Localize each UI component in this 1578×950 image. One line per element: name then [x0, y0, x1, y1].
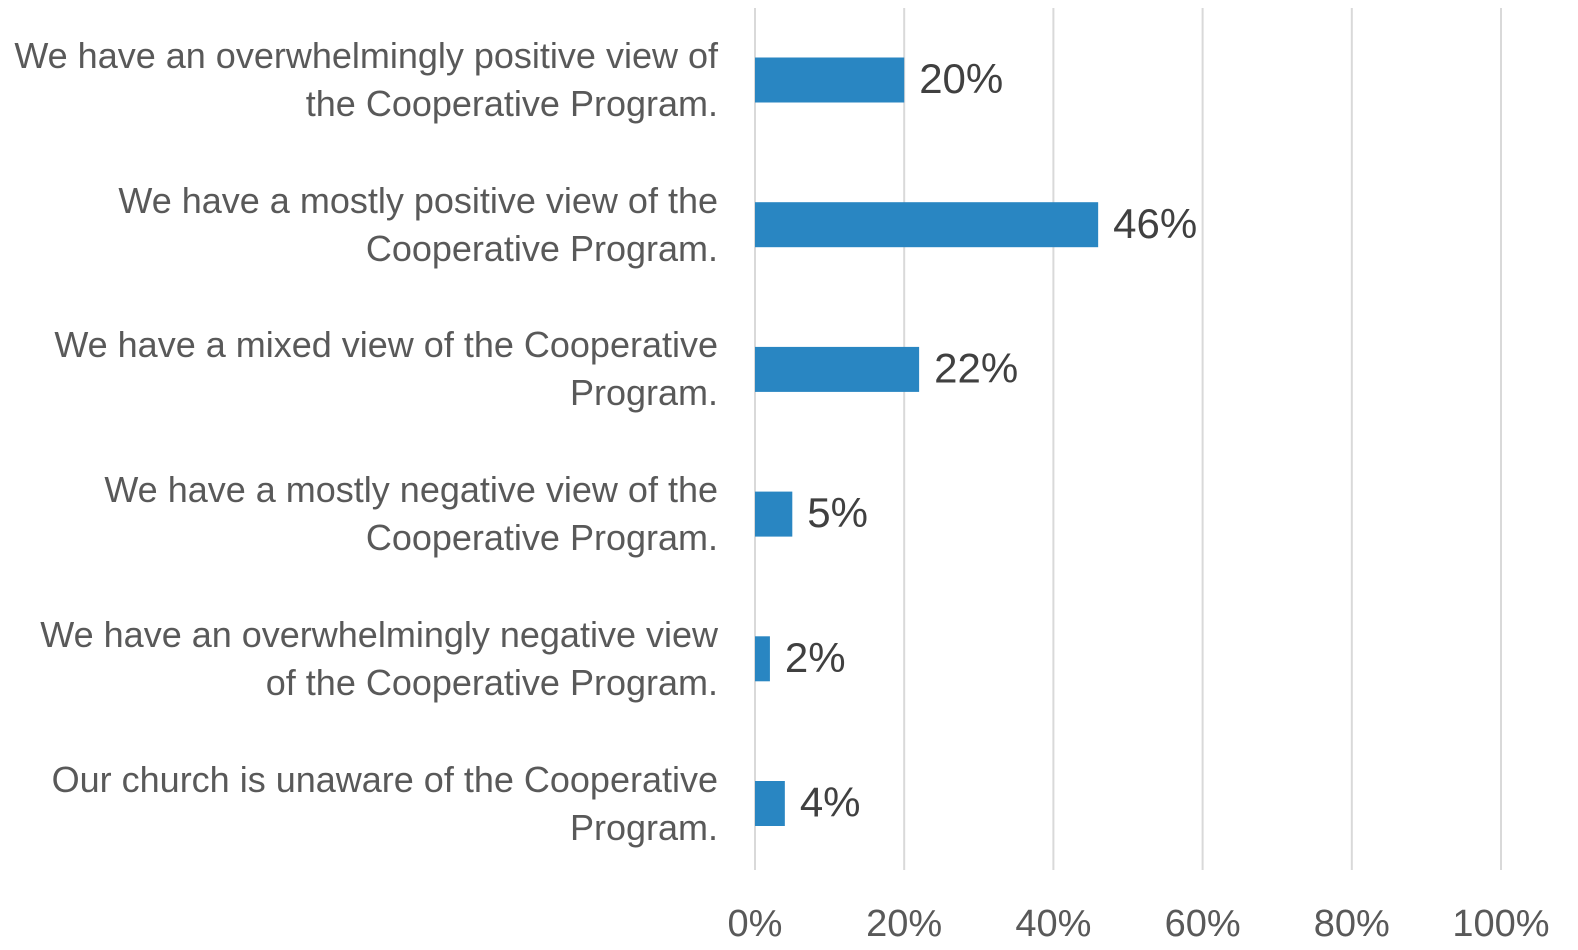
category-label: We have a mostly positive view of the Co… [0, 177, 718, 273]
category-label: We have a mostly negative view of the Co… [0, 466, 718, 562]
bar [755, 491, 793, 537]
bar [755, 781, 785, 826]
value-label: 22% [934, 344, 1018, 391]
x-tick-label: 60% [1165, 903, 1241, 945]
category-text: Our church is unaware of the Cooperative… [51, 758, 718, 848]
value-label: 46% [1113, 200, 1197, 247]
x-tick-label: 40% [1015, 903, 1091, 945]
value-label: 4% [800, 779, 861, 826]
category-text: We have a mixed view of the Cooperative … [54, 324, 718, 414]
category-label: Our church is unaware of the Cooperative… [0, 756, 718, 852]
bar [755, 202, 1099, 248]
bar [755, 346, 920, 392]
bar [755, 636, 770, 682]
x-tick-label: 80% [1314, 903, 1390, 945]
x-tick-label: 20% [866, 903, 942, 945]
category-label: We have an overwhelmingly positive view … [0, 32, 718, 128]
category-text: We have an overwhelmingly positive view … [14, 35, 718, 124]
bar [755, 57, 905, 103]
category-label: We have an overwhelmingly negative view … [0, 611, 718, 707]
value-label: 20% [919, 55, 1003, 102]
x-tick-label: 0% [728, 903, 783, 945]
category-text: We have a mostly negative view of the Co… [104, 469, 718, 559]
x-tick-label: 100% [1452, 903, 1549, 945]
category-label: We have a mixed view of the Cooperative … [0, 321, 718, 417]
value-label: 5% [807, 489, 868, 536]
value-label: 2% [785, 634, 846, 681]
category-text: We have a mostly positive view of the Co… [118, 179, 718, 269]
category-text: We have an overwhelmingly negative view … [40, 613, 718, 703]
